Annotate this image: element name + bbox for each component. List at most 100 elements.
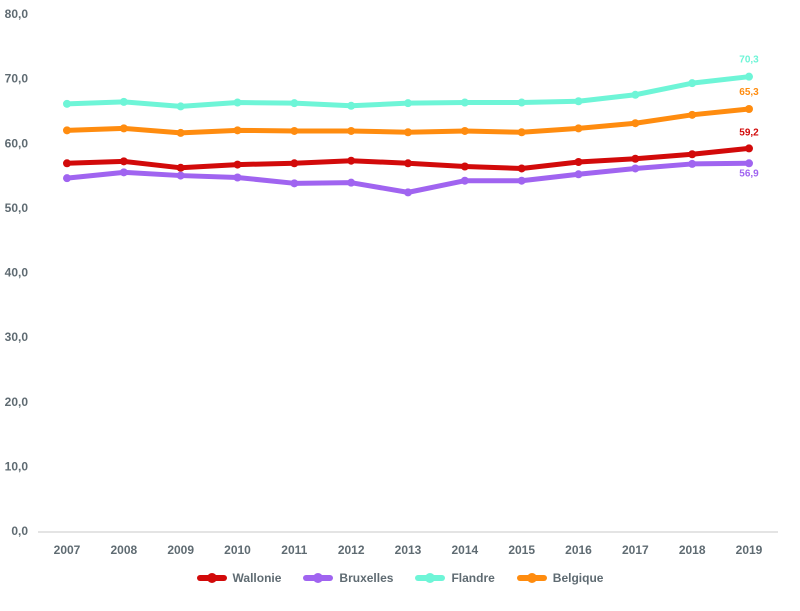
y-axis: 0,0 10,0 20,0 30,0 40,0 50,0 60,0 70,0 80,0 — [5, 7, 29, 538]
data-point — [63, 126, 71, 135]
data-point — [460, 98, 469, 107]
data-point — [119, 157, 128, 166]
x-tick-label: 2018 — [679, 543, 706, 557]
data-point — [517, 128, 526, 137]
data-point — [574, 97, 583, 106]
data-point — [688, 159, 697, 168]
legend-item-flandre: Flandre — [415, 568, 495, 588]
data-point — [176, 128, 185, 137]
data-point — [574, 170, 583, 179]
series-wallonie — [63, 144, 753, 173]
data-point — [290, 159, 299, 168]
data-point — [460, 126, 469, 135]
y-tick-label: 60,0 — [5, 136, 29, 150]
legend-item-belgique: Belgique — [516, 568, 604, 588]
legend-label: Wallonie — [232, 571, 282, 585]
data-point — [404, 188, 412, 197]
x-tick-label: 2016 — [565, 543, 592, 557]
y-tick-label: 70,0 — [5, 72, 29, 86]
data-label: 59,2 — [739, 127, 759, 138]
x-tick-label: 2014 — [451, 543, 478, 557]
y-tick-label: 50,0 — [5, 201, 29, 215]
data-label: 65,3 — [739, 87, 759, 98]
data-point — [745, 159, 753, 168]
data-point — [460, 176, 469, 185]
data-label: 70,3 — [739, 55, 759, 66]
x-tick-label: 2013 — [395, 543, 422, 557]
data-point — [119, 124, 128, 133]
data-point — [347, 178, 356, 187]
x-tick-label: 2007 — [54, 543, 81, 557]
data-point — [631, 154, 640, 163]
legend-swatch — [516, 573, 547, 583]
legend: Wallonie Bruxelles Flandre Belgique — [0, 568, 800, 588]
x-tick-label: 2009 — [167, 543, 194, 557]
series-group — [63, 72, 753, 197]
data-point — [517, 164, 526, 173]
legend-marker — [206, 573, 217, 583]
legend-item-wallonie: Wallonie — [196, 568, 282, 588]
data-point — [347, 126, 356, 135]
data-point — [63, 159, 71, 168]
x-axis: 2007 2008 2009 2010 2011 2012 2013 2014 2015 2016… — [54, 543, 763, 557]
y-tick-label: 80,0 — [5, 7, 29, 21]
data-point — [688, 150, 697, 159]
legend-item-bruxelles: Bruxelles — [303, 568, 393, 588]
data-point — [574, 124, 583, 133]
legend-label: Belgique — [552, 571, 604, 585]
legend-marker — [425, 573, 436, 583]
data-point — [347, 156, 356, 165]
data-point — [290, 126, 299, 135]
series-flandre — [63, 72, 753, 111]
x-tick-label: 2011 — [281, 543, 307, 557]
y-tick-label: 20,0 — [5, 395, 29, 409]
legend-swatch — [415, 573, 446, 583]
data-point — [688, 110, 697, 119]
legend-marker — [526, 573, 537, 583]
data-point — [404, 128, 412, 137]
data-label: 56,9 — [739, 168, 759, 179]
x-tick-label: 2012 — [338, 543, 365, 557]
legend-marker — [313, 573, 324, 583]
legend-label: Flandre — [451, 571, 495, 585]
data-point — [745, 144, 753, 153]
data-point — [176, 102, 185, 111]
data-point — [63, 174, 71, 183]
data-point — [745, 72, 753, 81]
legend-label: Bruxelles — [339, 571, 394, 585]
data-point — [517, 176, 526, 185]
x-tick-label: 2015 — [508, 543, 535, 557]
data-point — [176, 171, 185, 180]
data-point — [119, 168, 128, 177]
data-point — [404, 159, 412, 168]
y-tick-label: 10,0 — [5, 459, 29, 473]
series-belgique — [63, 104, 753, 137]
x-tick-label: 2019 — [736, 543, 763, 557]
data-point — [574, 157, 583, 166]
legend-swatch — [196, 573, 227, 583]
x-tick-label: 2008 — [110, 543, 137, 557]
data-point — [745, 104, 753, 113]
data-point — [290, 99, 299, 108]
x-tick-label: 2010 — [224, 543, 251, 557]
data-labels: 59,2 56,9 70,3 65,3 — [739, 55, 759, 180]
y-tick-label: 40,0 — [5, 266, 29, 280]
data-point — [233, 173, 242, 182]
data-point — [233, 160, 242, 169]
data-point — [688, 79, 697, 88]
data-point — [63, 99, 71, 108]
data-point — [631, 90, 640, 99]
data-point — [290, 179, 299, 188]
legend-swatch — [303, 573, 334, 583]
data-point — [176, 163, 185, 172]
data-point — [404, 99, 412, 108]
y-tick-label: 30,0 — [5, 330, 29, 344]
y-tick-label: 0,0 — [11, 524, 28, 538]
data-point — [631, 119, 640, 128]
series-bruxelles — [63, 159, 753, 197]
data-point — [347, 101, 356, 110]
data-point — [631, 164, 640, 173]
x-tick-label: 2017 — [622, 543, 649, 557]
data-point — [517, 98, 526, 107]
